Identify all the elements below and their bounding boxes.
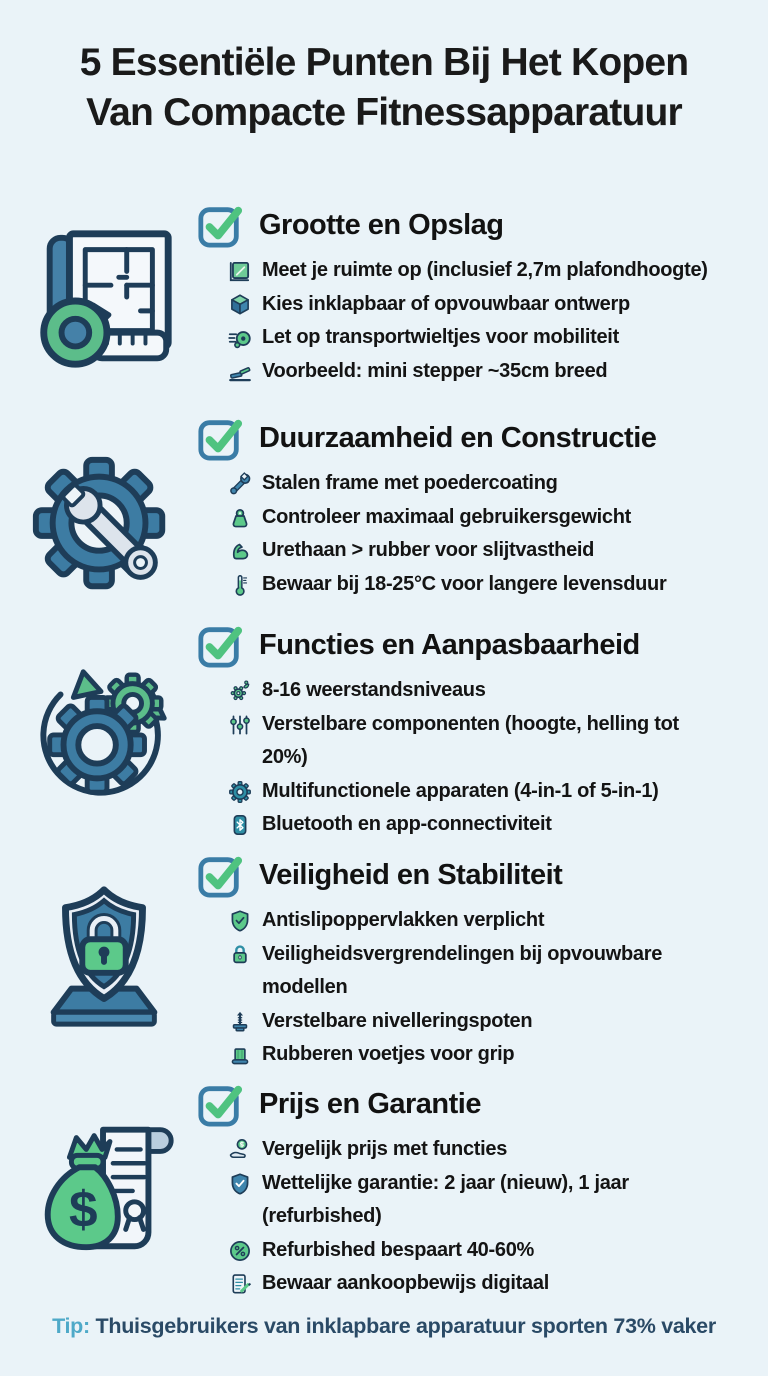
list-item-text: Stalen frame met poedercoating xyxy=(262,472,558,494)
list-item-text: 8-16 weerstandsniveaus xyxy=(262,679,486,701)
multifunction-gear-icon xyxy=(225,779,255,805)
list-item: 8-16 weerstandsniveaus xyxy=(225,674,760,708)
list-item: Kies inklapbaar of opvouwbaar ontwerp xyxy=(225,288,760,322)
tip-text: Thuisgebruikers van inklapbare apparatuu… xyxy=(89,1314,717,1338)
list-item-text: Controleer maximaal gebruikersgewicht xyxy=(262,505,632,528)
list-item: Voorbeeld: mini stepper ~35cm breed xyxy=(225,355,760,389)
section-heading: Prijs en Garantie xyxy=(259,1087,482,1120)
list-item: Verstelbare nivelleringspoten xyxy=(225,1005,760,1039)
shield-lock-illustration xyxy=(28,878,180,1036)
list-item: Bewaar aankoopbewijs digitaal xyxy=(225,1267,760,1301)
list-item-text: Bewaar bij 18-25°C voor langere levensdu… xyxy=(262,572,667,595)
receipt-icon xyxy=(225,1271,255,1297)
tip-banner: Tip: Thuisgebruikers van inklapbare appa… xyxy=(0,1314,768,1339)
sliders-icon xyxy=(225,712,255,738)
hand-coin-icon xyxy=(225,1137,255,1163)
rubber-foot-icon xyxy=(225,1042,255,1068)
gear-wrench-illustration xyxy=(28,448,180,606)
list-item-text: Vergelijk prijs met functies xyxy=(262,1138,508,1160)
warranty-shield-icon xyxy=(225,1171,255,1197)
list-item-text: Voorbeeld: mini stepper ~35cm breed xyxy=(262,359,608,382)
list-item-text: Verstelbare nivelleringspoten xyxy=(262,1009,533,1032)
list-item: Veiligheidsvergrendelingen bij opvouwbar… xyxy=(225,938,760,1005)
list-item: Bluetooth en app-connectiviteit xyxy=(225,808,760,842)
resistance-gear-icon xyxy=(225,678,255,704)
padlock-icon xyxy=(225,942,255,968)
thermometer-icon xyxy=(225,572,255,598)
list-item: Vergelijk prijs met functies xyxy=(225,1133,760,1167)
folding-cube-icon xyxy=(225,292,255,318)
section-heading: Veiligheid en Stabiliteit xyxy=(259,858,563,891)
list-item-text: Wettelijke garantie: 2 jaar (nieuw), 1 j… xyxy=(262,1171,629,1228)
transport-wheels-icon xyxy=(225,325,255,351)
list-item: Wettelijke garantie: 2 jaar (nieuw), 1 j… xyxy=(225,1167,760,1234)
checkbox-checked-icon xyxy=(197,852,243,898)
weight-icon xyxy=(225,505,255,531)
percent-icon xyxy=(225,1238,255,1264)
list-item: Urethaan > rubber voor slijtvastheid xyxy=(225,534,760,568)
list-item-text: Antislipoppervlakken verplicht xyxy=(262,909,545,931)
wrench-icon xyxy=(225,471,255,497)
checkbox-checked-icon xyxy=(197,202,243,248)
list-item-text: Verstelbare componenten (hoogte, helling… xyxy=(262,712,679,769)
checkbox-checked-icon xyxy=(197,1081,243,1127)
list-item: Stalen frame met poedercoating xyxy=(225,467,760,501)
bluetooth-icon xyxy=(225,812,255,838)
list-item-text: Let op transportwieltjes voor mobiliteit xyxy=(262,326,619,348)
muscle-icon xyxy=(225,538,255,564)
leveling-foot-icon xyxy=(225,1009,255,1035)
list-item: Refurbished bespaart 40-60% xyxy=(225,1234,760,1268)
tip-label: Tip: xyxy=(52,1314,90,1338)
section-heading: Grootte en Opslag xyxy=(259,208,504,241)
list-item: Meet je ruimte op (inclusief 2,7m plafon… xyxy=(225,254,760,288)
svg-text:$: $ xyxy=(69,1180,98,1237)
list-item: Bewaar bij 18-25°C voor langere levensdu… xyxy=(225,568,760,602)
measure-area-icon xyxy=(225,258,255,284)
list-item-text: Bluetooth en app-connectiviteit xyxy=(262,813,552,835)
list-item: Multifunctionele apparaten (4-in-1 of 5-… xyxy=(225,775,760,809)
blueprint-measuring-tape-illustration xyxy=(28,222,180,380)
page-title-line2: Van Compacte Fitnessapparatuur xyxy=(86,91,683,134)
cycle-gears-illustration xyxy=(28,652,180,810)
list-item-text: Urethaan > rubber voor slijtvastheid xyxy=(262,539,595,561)
page-title: 5 Essentiële Punten Bij Het Kopen Van Co… xyxy=(0,38,768,138)
page-title-line1: 5 Essentiële Punten Bij Het Kopen xyxy=(79,41,689,84)
shield-check-icon xyxy=(225,908,255,934)
list-item: Verstelbare componenten (hoogte, helling… xyxy=(225,708,760,775)
list-item: Rubberen voetjes voor grip xyxy=(225,1038,760,1072)
list-item-text: Refurbished bespaart 40-60% xyxy=(262,1238,534,1261)
money-bag-certificate-illustration: $ xyxy=(28,1106,180,1264)
checkbox-checked-icon xyxy=(197,415,243,461)
checkbox-checked-icon xyxy=(197,622,243,668)
list-item: Antislipoppervlakken verplicht xyxy=(225,904,760,938)
list-item-text: Multifunctionele apparaten (4-in-1 of 5-… xyxy=(262,779,659,802)
section-heading: Duurzaamheid en Constructie xyxy=(259,421,657,454)
list-item-text: Veiligheidsvergrendelingen bij opvouwbar… xyxy=(262,942,663,999)
mini-stepper-icon xyxy=(225,359,255,385)
list-item: Let op transportwieltjes voor mobiliteit xyxy=(225,321,760,355)
list-item-text: Kies inklapbaar of opvouwbaar ontwerp xyxy=(262,292,630,315)
list-item-text: Rubberen voetjes voor grip xyxy=(262,1043,515,1065)
list-item-text: Bewaar aankoopbewijs digitaal xyxy=(262,1272,549,1294)
list-item-text: Meet je ruimte op (inclusief 2,7m plafon… xyxy=(262,259,708,281)
section-heading: Functies en Aanpasbaarheid xyxy=(259,628,640,661)
list-item: Controleer maximaal gebruikersgewicht xyxy=(225,501,760,535)
